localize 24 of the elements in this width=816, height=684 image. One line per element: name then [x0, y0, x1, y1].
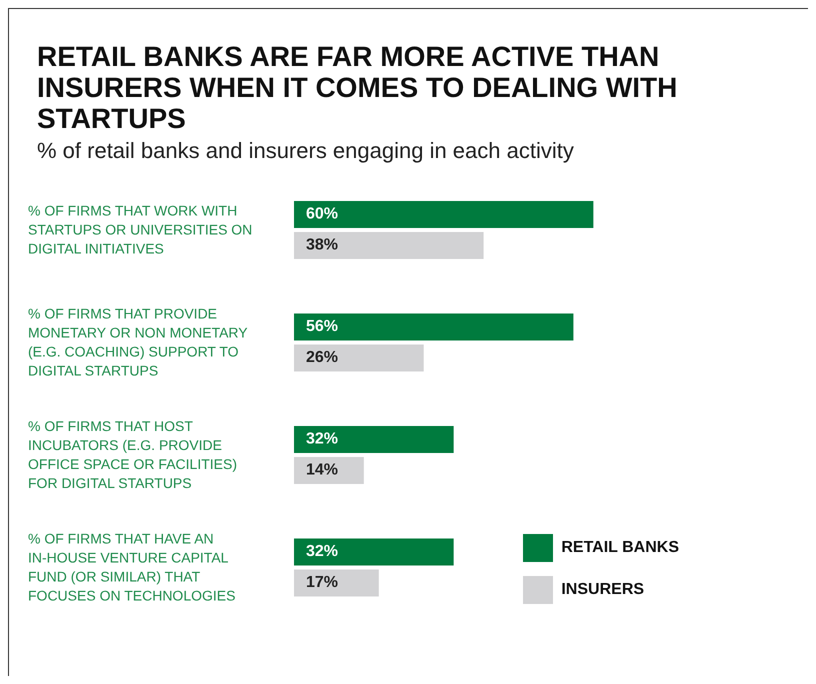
- y-tick-label: % OF FIRMS THAT WORK WITH STARTUPS OR UNIVERSITIES ON DIGITAL INITIATIVES: [28, 202, 252, 256]
- bar: [294, 538, 454, 566]
- data-label: 17%: [306, 574, 338, 592]
- data-label: 56%: [306, 318, 338, 336]
- legend-label: RETAIL BANKS: [561, 539, 679, 557]
- data-label: 26%: [306, 349, 338, 366]
- legend-label: INSURERS: [561, 581, 644, 599]
- chart-subtitle: % of retail banks and insurers engaging in each activity: [37, 138, 575, 164]
- data-label: 60%: [306, 206, 338, 223]
- bar: [294, 426, 454, 453]
- data-label: 38%: [306, 236, 338, 254]
- data-label: 32%: [306, 430, 338, 448]
- data-label: 14%: [306, 462, 338, 479]
- bar: [294, 457, 364, 484]
- bar: [294, 314, 574, 340]
- bar: [294, 570, 379, 596]
- bar: [294, 201, 594, 228]
- y-tick-label: % OF FIRMS THAT PROVIDE MONETARY OR NON MONETARY (E.G. COACHING) SUPPORT TO DIGITAL STARTUPS: [28, 304, 248, 378]
- chart-title: RETAIL BANKS ARE FAR MORE ACTIVE THAN INSURERS WHEN IT COMES TO DEALING WITH STARTUPS: [37, 41, 678, 134]
- bar: [294, 344, 424, 372]
- y-tick-label: % OF FIRMS THAT HAVE AN IN-HOUSE VENTURE CAPITAL FUND (OR SIMILAR) THAT FOCUSES ON TECHNOLOGIES: [28, 530, 236, 603]
- data-label: 32%: [306, 543, 338, 560]
- bar: [294, 232, 484, 259]
- y-tick-label: % OF FIRMS THAT HOST INCUBATORS (E.G. PROVIDE OFFICE SPACE OR FACILITIES) FOR DIGITAL STARTUPS: [28, 417, 237, 490]
